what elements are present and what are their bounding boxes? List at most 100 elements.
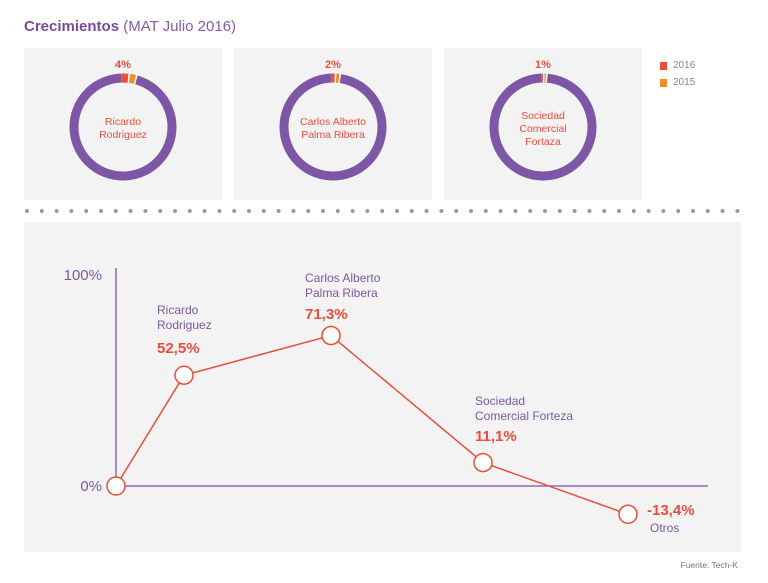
divider-dot [483, 209, 488, 213]
divider-dot [276, 209, 281, 213]
point-name-label: Palma Ribera [305, 286, 378, 300]
donut-chart-2 [279, 73, 387, 181]
dotted-divider [25, 209, 740, 213]
divider-dot [557, 209, 562, 213]
donut-label-2: Carlos Alberto Palma Ribera [234, 116, 432, 142]
divider-dot [676, 209, 681, 213]
point-name-label: Ricardo [157, 303, 199, 317]
data-point [618, 504, 638, 525]
divider-dot [631, 209, 636, 213]
divider-dot [69, 209, 74, 213]
donut-pct-2: 2% [325, 59, 341, 71]
divider-dot [498, 209, 503, 213]
point-name-label: Rodriguez [157, 318, 212, 332]
legend-item-2015: 2015 [660, 74, 695, 91]
legend: 2016 2015 [660, 57, 695, 91]
divider-dot [469, 209, 473, 213]
donut-label-line: Fortaza [525, 136, 561, 148]
donut-card-1: 4% Ricardo Rodriguez [24, 48, 222, 200]
donut-label-1: Ricardo Rodriguez [24, 116, 222, 142]
divider-dot [646, 209, 651, 213]
donut-label-3: Sociedad Comercial Fortaza [444, 110, 642, 149]
donut-card-2: 2% Carlos Alberto Palma Ribera [234, 48, 432, 200]
data-point [321, 325, 341, 346]
divider-dot [454, 209, 459, 213]
divider-dot [424, 209, 429, 213]
divider-dot [409, 209, 414, 213]
donut-chart-3 [489, 73, 597, 181]
divider-dot [365, 209, 370, 213]
donut-chart-1 [69, 73, 177, 181]
donut-card-3: 1% Sociedad Comercial Fortaza [444, 48, 642, 200]
legend-swatch-2015 [660, 78, 667, 87]
divider-dot [335, 209, 340, 213]
data-point [473, 452, 493, 473]
divider-dot [247, 209, 251, 213]
line-chart-panel: 100% 0% Ricardo Rodriguez 52,5% Carlos Albert… [24, 222, 741, 552]
divider-dot [528, 209, 533, 213]
data-point [174, 365, 194, 385]
data-point [106, 476, 126, 496]
divider-dot [439, 209, 444, 213]
donut-label-line: Palma Ribera [301, 129, 365, 141]
divider-dot [202, 209, 207, 213]
donut-label-line: Sociedad [521, 110, 565, 122]
divider-dot [513, 209, 518, 213]
point-name-label: Comercial Forteza [475, 409, 573, 423]
point-value-label: -13,4% [647, 502, 695, 519]
divider-dot [173, 209, 177, 213]
series-line [115, 334, 629, 515]
divider-dot [291, 209, 296, 213]
legend-item-2016: 2016 [660, 57, 695, 74]
divider-dot [187, 209, 192, 213]
divider-dot [99, 209, 103, 213]
donut-pct-3: 1% [535, 59, 551, 71]
divider-dot [25, 209, 29, 213]
donut-label-line: Rodriguez [99, 129, 147, 141]
point-value-label: 52,5% [157, 340, 200, 357]
divider-dot [158, 209, 163, 213]
divider-dot [84, 209, 89, 213]
divider-dot [143, 209, 148, 213]
divider-dot [691, 209, 695, 213]
divider-dot [720, 209, 725, 213]
divider-dot [350, 209, 355, 213]
donut-label-line: Ricardo [104, 116, 142, 128]
divider-dot [232, 209, 237, 213]
divider-dot [306, 209, 311, 213]
point-name-label: Otros [650, 521, 679, 535]
divider-dot [705, 209, 710, 213]
divider-dot [543, 209, 547, 213]
title-period: (MAT Julio 2016) [123, 18, 237, 35]
donut-segment-2016 [69, 73, 177, 181]
donut-label-line: Comercial [519, 123, 567, 135]
legend-swatch-2016 [660, 61, 667, 70]
divider-dot [661, 209, 666, 213]
point-name-label: Sociedad [475, 394, 525, 408]
divider-dot [380, 209, 385, 213]
point-name-label: Carlos Alberto [305, 271, 381, 285]
divider-dot [572, 209, 577, 213]
divider-dot [54, 209, 59, 213]
divider-dot [39, 209, 44, 213]
divider-dot [602, 209, 607, 213]
y-tick-label: 0% [80, 478, 102, 495]
source-note: Fuente: Tech-K [680, 560, 739, 570]
donut-label-line: Carlos Alberto [300, 116, 366, 128]
chart-title: Crecimientos (MAT Julio 2016) [24, 18, 236, 35]
divider-dot [617, 209, 621, 213]
point-value-label: 11,1% [475, 428, 517, 445]
y-tick-label: 100% [64, 267, 102, 284]
divider-dot [395, 209, 399, 213]
title-bold: Crecimientos [24, 18, 120, 35]
divider-dot [735, 209, 740, 213]
divider-dot [217, 209, 222, 213]
legend-label-2015: 2015 [673, 77, 696, 88]
divider-dot [113, 209, 118, 213]
point-value-label: 71,3% [305, 306, 348, 323]
donut-pct-1: 4% [115, 59, 131, 71]
divider-dot [261, 209, 266, 213]
legend-label-2016: 2016 [673, 60, 696, 71]
divider-dot [128, 209, 133, 213]
